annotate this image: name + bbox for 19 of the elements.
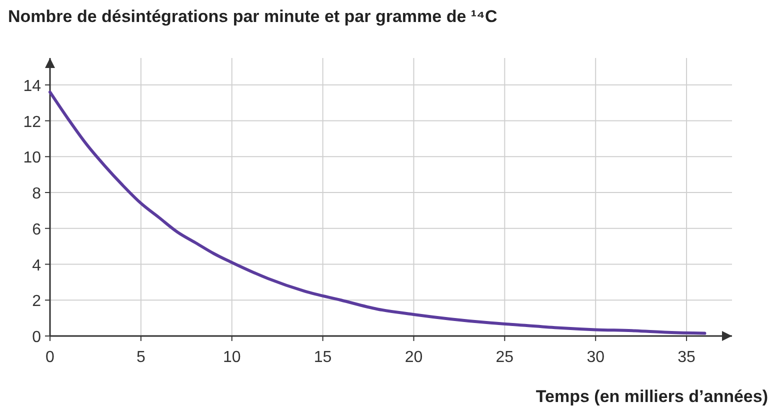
y-tick-label: 14 [23,78,42,95]
x-tick-label: 0 [46,349,55,366]
x-tick-label: 5 [136,349,146,366]
y-tick-label: 0 [32,329,42,346]
x-tick-label: 30 [586,349,605,366]
x-tick-label: 35 [678,349,696,366]
x-tick-label: 15 [314,349,332,366]
chart-title: Nombre de désintégrations par minute et par gramme de ¹⁴C [8,7,498,26]
x-tick-label: 20 [404,349,423,366]
x-axis-title: Temps (en milliers d’années) [536,387,768,406]
y-tick-label: 4 [32,257,42,274]
y-tick-label: 10 [23,150,42,167]
y-tick-label: 12 [23,114,42,131]
x-tick-label: 10 [222,349,241,366]
y-tick-label: 8 [32,186,42,203]
line-series [48,90,706,335]
x-tick-label: 25 [496,349,514,366]
y-tick-label: 6 [32,221,42,238]
y-tick-label: 2 [32,293,42,310]
